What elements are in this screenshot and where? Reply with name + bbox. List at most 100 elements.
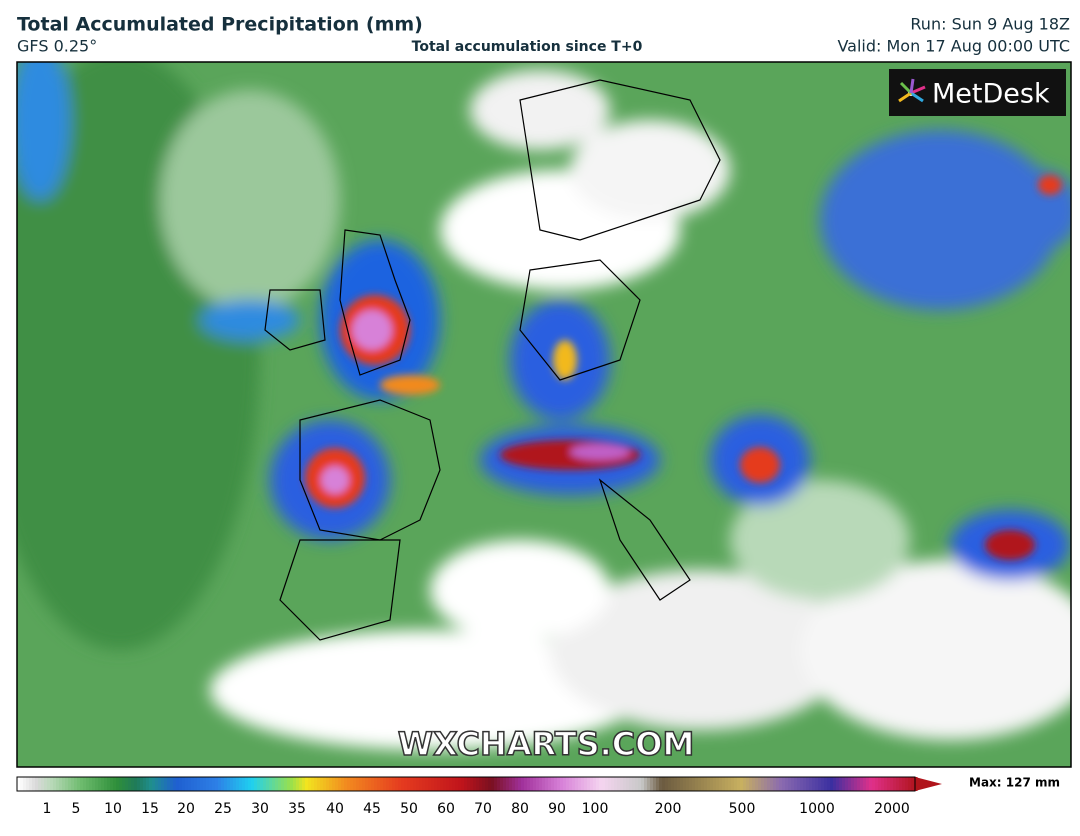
colorbar-segment bbox=[368, 777, 372, 791]
colorbar-segment bbox=[473, 777, 477, 791]
colorbar-segment bbox=[623, 777, 627, 791]
colorbar-segment bbox=[512, 777, 516, 791]
colorbar-segment bbox=[68, 777, 72, 791]
colorbar-segment bbox=[611, 777, 615, 791]
colorbar-tick-label: 20 bbox=[177, 801, 195, 817]
colorbar-segment bbox=[527, 777, 531, 791]
colorbar-segment bbox=[416, 777, 420, 791]
colorbar-segment bbox=[875, 777, 879, 791]
colorbar-segment bbox=[167, 777, 171, 791]
colorbar-segment bbox=[491, 777, 495, 791]
colorbar-segment bbox=[845, 777, 849, 791]
colorbar-segment bbox=[794, 777, 798, 791]
colorbar-segment bbox=[569, 777, 573, 791]
colorbar-tick-label: 90 bbox=[548, 801, 566, 817]
colorbar-segment bbox=[53, 777, 57, 791]
colorbar-tick-label: 500 bbox=[729, 801, 756, 817]
colorbar-segment bbox=[179, 777, 183, 791]
colorbar-segment bbox=[344, 777, 348, 791]
colorbar-segment bbox=[440, 777, 444, 791]
colorbar-tick-label: 30 bbox=[251, 801, 269, 817]
colorbar-segment bbox=[881, 777, 885, 791]
colorbar-segment bbox=[59, 777, 63, 791]
colorbar-segment bbox=[431, 777, 435, 791]
colorbar-segment bbox=[335, 777, 339, 791]
colorbar-segment bbox=[377, 777, 381, 791]
colorbar-segment bbox=[869, 777, 873, 791]
colorbar-segment bbox=[635, 777, 639, 791]
colorbar-tick-label: 15 bbox=[141, 801, 159, 817]
max-label: Max: 127 mm bbox=[969, 776, 1060, 790]
colorbar-segment bbox=[614, 777, 618, 791]
colorbar-segment bbox=[278, 777, 282, 791]
colorbar-segment bbox=[692, 777, 696, 791]
colorbar-segment bbox=[554, 777, 558, 791]
colorbar-segment bbox=[356, 777, 360, 791]
colorbar-segment bbox=[509, 777, 513, 791]
valid-time: Valid: Mon 17 Aug 00:00 UTC bbox=[837, 37, 1070, 56]
colorbar-segment bbox=[638, 777, 642, 791]
colorbar-segment bbox=[761, 777, 765, 791]
colorbar-segment bbox=[383, 777, 387, 791]
colorbar-segment bbox=[506, 777, 510, 791]
colorbar-segment bbox=[164, 777, 168, 791]
colorbar-segment bbox=[533, 777, 537, 791]
colorbar-segment bbox=[104, 777, 108, 791]
colorbar-segment bbox=[593, 777, 597, 791]
colorbar-segment bbox=[647, 777, 651, 791]
colorbar-segment bbox=[602, 777, 606, 791]
colorbar-segment bbox=[44, 777, 48, 791]
colorbar-segment bbox=[737, 777, 741, 791]
colorbar-segment bbox=[95, 777, 99, 791]
colorbar-segment bbox=[143, 777, 147, 791]
colorbar-segment bbox=[470, 777, 474, 791]
colorbar-segment bbox=[281, 777, 285, 791]
colorbar-segment bbox=[587, 777, 591, 791]
colorbar-segment bbox=[731, 777, 735, 791]
colorbar-segment bbox=[701, 777, 705, 791]
colorbar-segment bbox=[41, 777, 45, 791]
colorbar-frame bbox=[16, 776, 916, 792]
colorbar-segment bbox=[536, 777, 540, 791]
colorbar-segment bbox=[233, 777, 237, 791]
colorbar-segment bbox=[410, 777, 414, 791]
colorbar-segment bbox=[629, 777, 633, 791]
colorbar-segment bbox=[848, 777, 852, 791]
colorbar-segment bbox=[200, 777, 204, 791]
colorbar-segment bbox=[482, 777, 486, 791]
colorbar-segment bbox=[119, 777, 123, 791]
colorbar-segment bbox=[467, 777, 471, 791]
colorbar-segment bbox=[785, 777, 789, 791]
colorbar-segment bbox=[668, 777, 672, 791]
colorbar-segment bbox=[524, 777, 528, 791]
colorbar-segment bbox=[428, 777, 432, 791]
colorbar-segment bbox=[308, 777, 312, 791]
colorbar-segment bbox=[557, 777, 561, 791]
colorbar-segment bbox=[227, 777, 231, 791]
colorbar-segment bbox=[302, 777, 306, 791]
colorbar-segment bbox=[626, 777, 630, 791]
colorbar-segment bbox=[398, 777, 402, 791]
colorbar-segment bbox=[764, 777, 768, 791]
colorbar-segment bbox=[776, 777, 780, 791]
colorbar-segment bbox=[266, 777, 270, 791]
colorbar-segment bbox=[752, 777, 756, 791]
colorbar-tick-label: 2000 bbox=[874, 801, 910, 817]
colorbar-segment bbox=[605, 777, 609, 791]
colorbar-segment bbox=[770, 777, 774, 791]
colorbar-segment bbox=[572, 777, 576, 791]
colorbar-segment bbox=[680, 777, 684, 791]
colorbar-segment bbox=[851, 777, 855, 791]
colorbar-segment bbox=[242, 777, 246, 791]
colorbar-tick-label: 200 bbox=[655, 801, 682, 817]
colorbar-tick-label: 10 bbox=[104, 801, 122, 817]
colorbar-segment bbox=[821, 777, 825, 791]
colorbar-segment bbox=[911, 777, 915, 791]
colorbar-segment bbox=[500, 777, 504, 791]
colorbar-segment bbox=[908, 777, 912, 791]
colorbar-segment bbox=[98, 777, 102, 791]
colorbar-segment bbox=[584, 777, 588, 791]
colorbar-segment bbox=[293, 777, 297, 791]
colorbar-segment bbox=[395, 777, 399, 791]
